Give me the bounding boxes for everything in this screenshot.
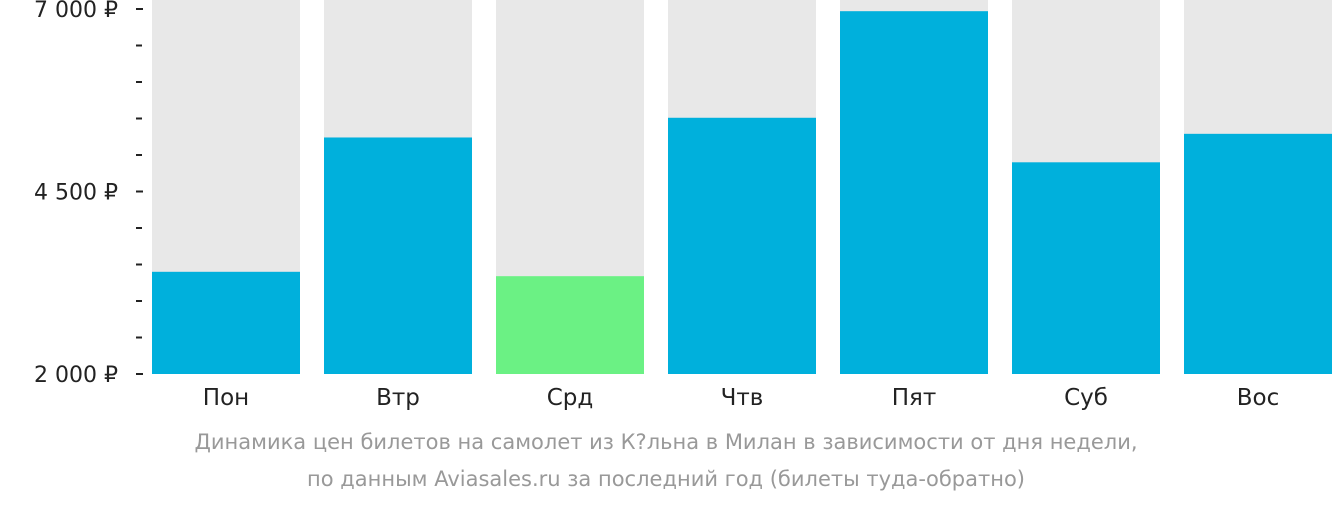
chart-caption-line-2: по данным Aviasales.ru за последний год … bbox=[307, 467, 1025, 491]
y-tick-label: 4 500 ₽ bbox=[34, 181, 118, 206]
bar bbox=[1184, 133, 1332, 374]
x-tick-label: Вос bbox=[1237, 385, 1280, 411]
x-tick-label: Суб bbox=[1064, 385, 1108, 411]
y-tick-label: 2 000 ₽ bbox=[34, 363, 118, 388]
bar bbox=[840, 11, 988, 374]
bar bbox=[496, 276, 644, 374]
chart-caption-line-1: Динамика цен билетов на самолет из К?льн… bbox=[194, 430, 1138, 454]
bar bbox=[1012, 162, 1160, 374]
x-tick-label: Пон bbox=[203, 385, 249, 411]
x-tick-label: Пят bbox=[892, 385, 937, 411]
x-tick-label: Чтв bbox=[721, 385, 764, 411]
x-tick-label: Втр bbox=[376, 385, 420, 411]
bar bbox=[152, 271, 300, 374]
y-tick-label: 7 000 ₽ bbox=[34, 0, 118, 23]
bar bbox=[324, 137, 472, 374]
bar bbox=[668, 117, 816, 375]
x-tick-label: Срд bbox=[547, 385, 594, 411]
